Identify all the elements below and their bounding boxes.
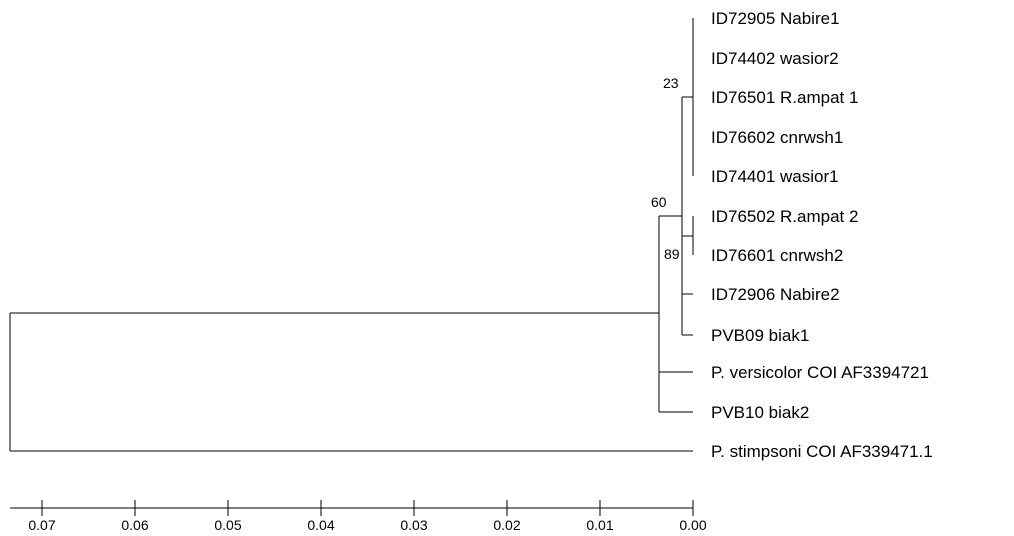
scale-tick-label: 0.02 — [493, 517, 520, 533]
scale-tick-label: 0.07 — [28, 517, 55, 533]
scale-tick-label: 0.04 — [307, 517, 334, 533]
scale-tick-label: 0.06 — [121, 517, 148, 533]
scale-axis-ticks: 0.07 0.06 0.05 0.04 0.03 0.02 0.01 0.00 — [28, 500, 706, 533]
scale-axis: 0.07 0.06 0.05 0.04 0.03 0.02 0.01 0.00 — [10, 500, 707, 533]
leaf-label: PVB09 biak1 — [711, 326, 809, 345]
leaf-label: ID76602 cnrwsh1 — [711, 128, 843, 147]
leaf-label: ID76601 cnrwsh2 — [711, 246, 843, 265]
support-values: 23 60 89 — [651, 75, 680, 262]
scale-tick-label: 0.01 — [586, 517, 613, 533]
support-value-60: 60 — [651, 194, 667, 210]
leaf-label: PVB10 biak2 — [711, 403, 809, 422]
leaf-label: P. stimpsoni COI AF339471.1 — [711, 442, 933, 461]
leaf-label: ID74401 wasior1 — [711, 167, 839, 186]
support-value-23: 23 — [663, 75, 679, 91]
leaf-label: ID72905 Nabire1 — [711, 9, 840, 28]
scale-tick-label: 0.00 — [679, 517, 706, 533]
leaf-label: P. versicolor COI AF3394721 — [711, 363, 929, 382]
scale-tick-label: 0.05 — [214, 517, 241, 533]
support-value-89: 89 — [664, 246, 680, 262]
leaf-label: ID76502 R.ampat 2 — [711, 207, 858, 226]
leaf-labels: ID72905 Nabire1 ID74402 wasior2 ID76501 … — [711, 9, 933, 461]
tree-branches — [10, 18, 693, 451]
leaf-label: ID74402 wasior2 — [711, 49, 839, 68]
scale-tick-label: 0.03 — [400, 517, 427, 533]
leaf-label: ID72906 Nabire2 — [711, 285, 840, 304]
leaf-label: ID76501 R.ampat 1 — [711, 88, 858, 107]
